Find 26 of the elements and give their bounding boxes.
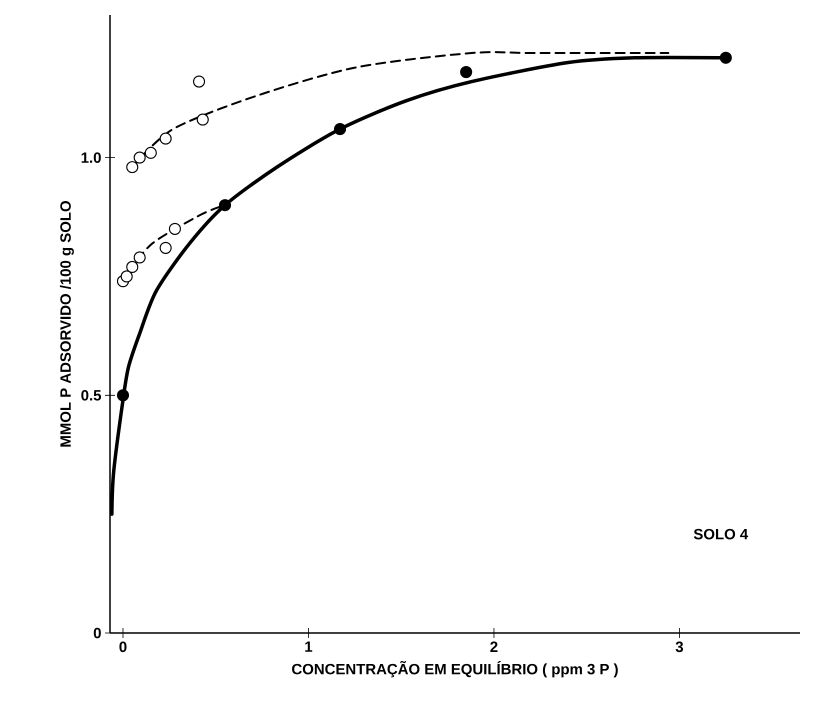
- x-tick-label: 3: [676, 642, 684, 652]
- y-tick-label: 0: [94, 628, 101, 638]
- point: [134, 251, 146, 264]
- point: [168, 222, 181, 235]
- x-tick-label: 1: [305, 642, 312, 652]
- point: [334, 123, 346, 136]
- y-axis-title: MMOL P ADSORVIDO /100 g SOLO: [60, 201, 74, 447]
- point: [460, 66, 472, 78]
- point: [126, 161, 138, 174]
- x-tick-label: 0: [119, 642, 127, 652]
- x-tick-label: 2: [490, 642, 498, 652]
- x-axis-title: CONCENTRAÇÃO EM EQUILÍBRIO ( ppm 3 P ): [292, 660, 618, 678]
- point: [160, 132, 172, 145]
- point: [116, 389, 130, 402]
- point: [134, 152, 146, 164]
- point: [126, 260, 138, 273]
- point: [120, 270, 133, 283]
- y-tick-label: 0.5: [81, 390, 102, 401]
- point: [218, 199, 232, 212]
- point: [144, 146, 157, 159]
- point: [720, 52, 732, 64]
- point: [192, 75, 206, 88]
- point: [160, 242, 172, 254]
- y-tick-label: 1.0: [82, 152, 101, 163]
- point: [196, 114, 209, 126]
- annotation: SOLO 4: [694, 528, 748, 540]
